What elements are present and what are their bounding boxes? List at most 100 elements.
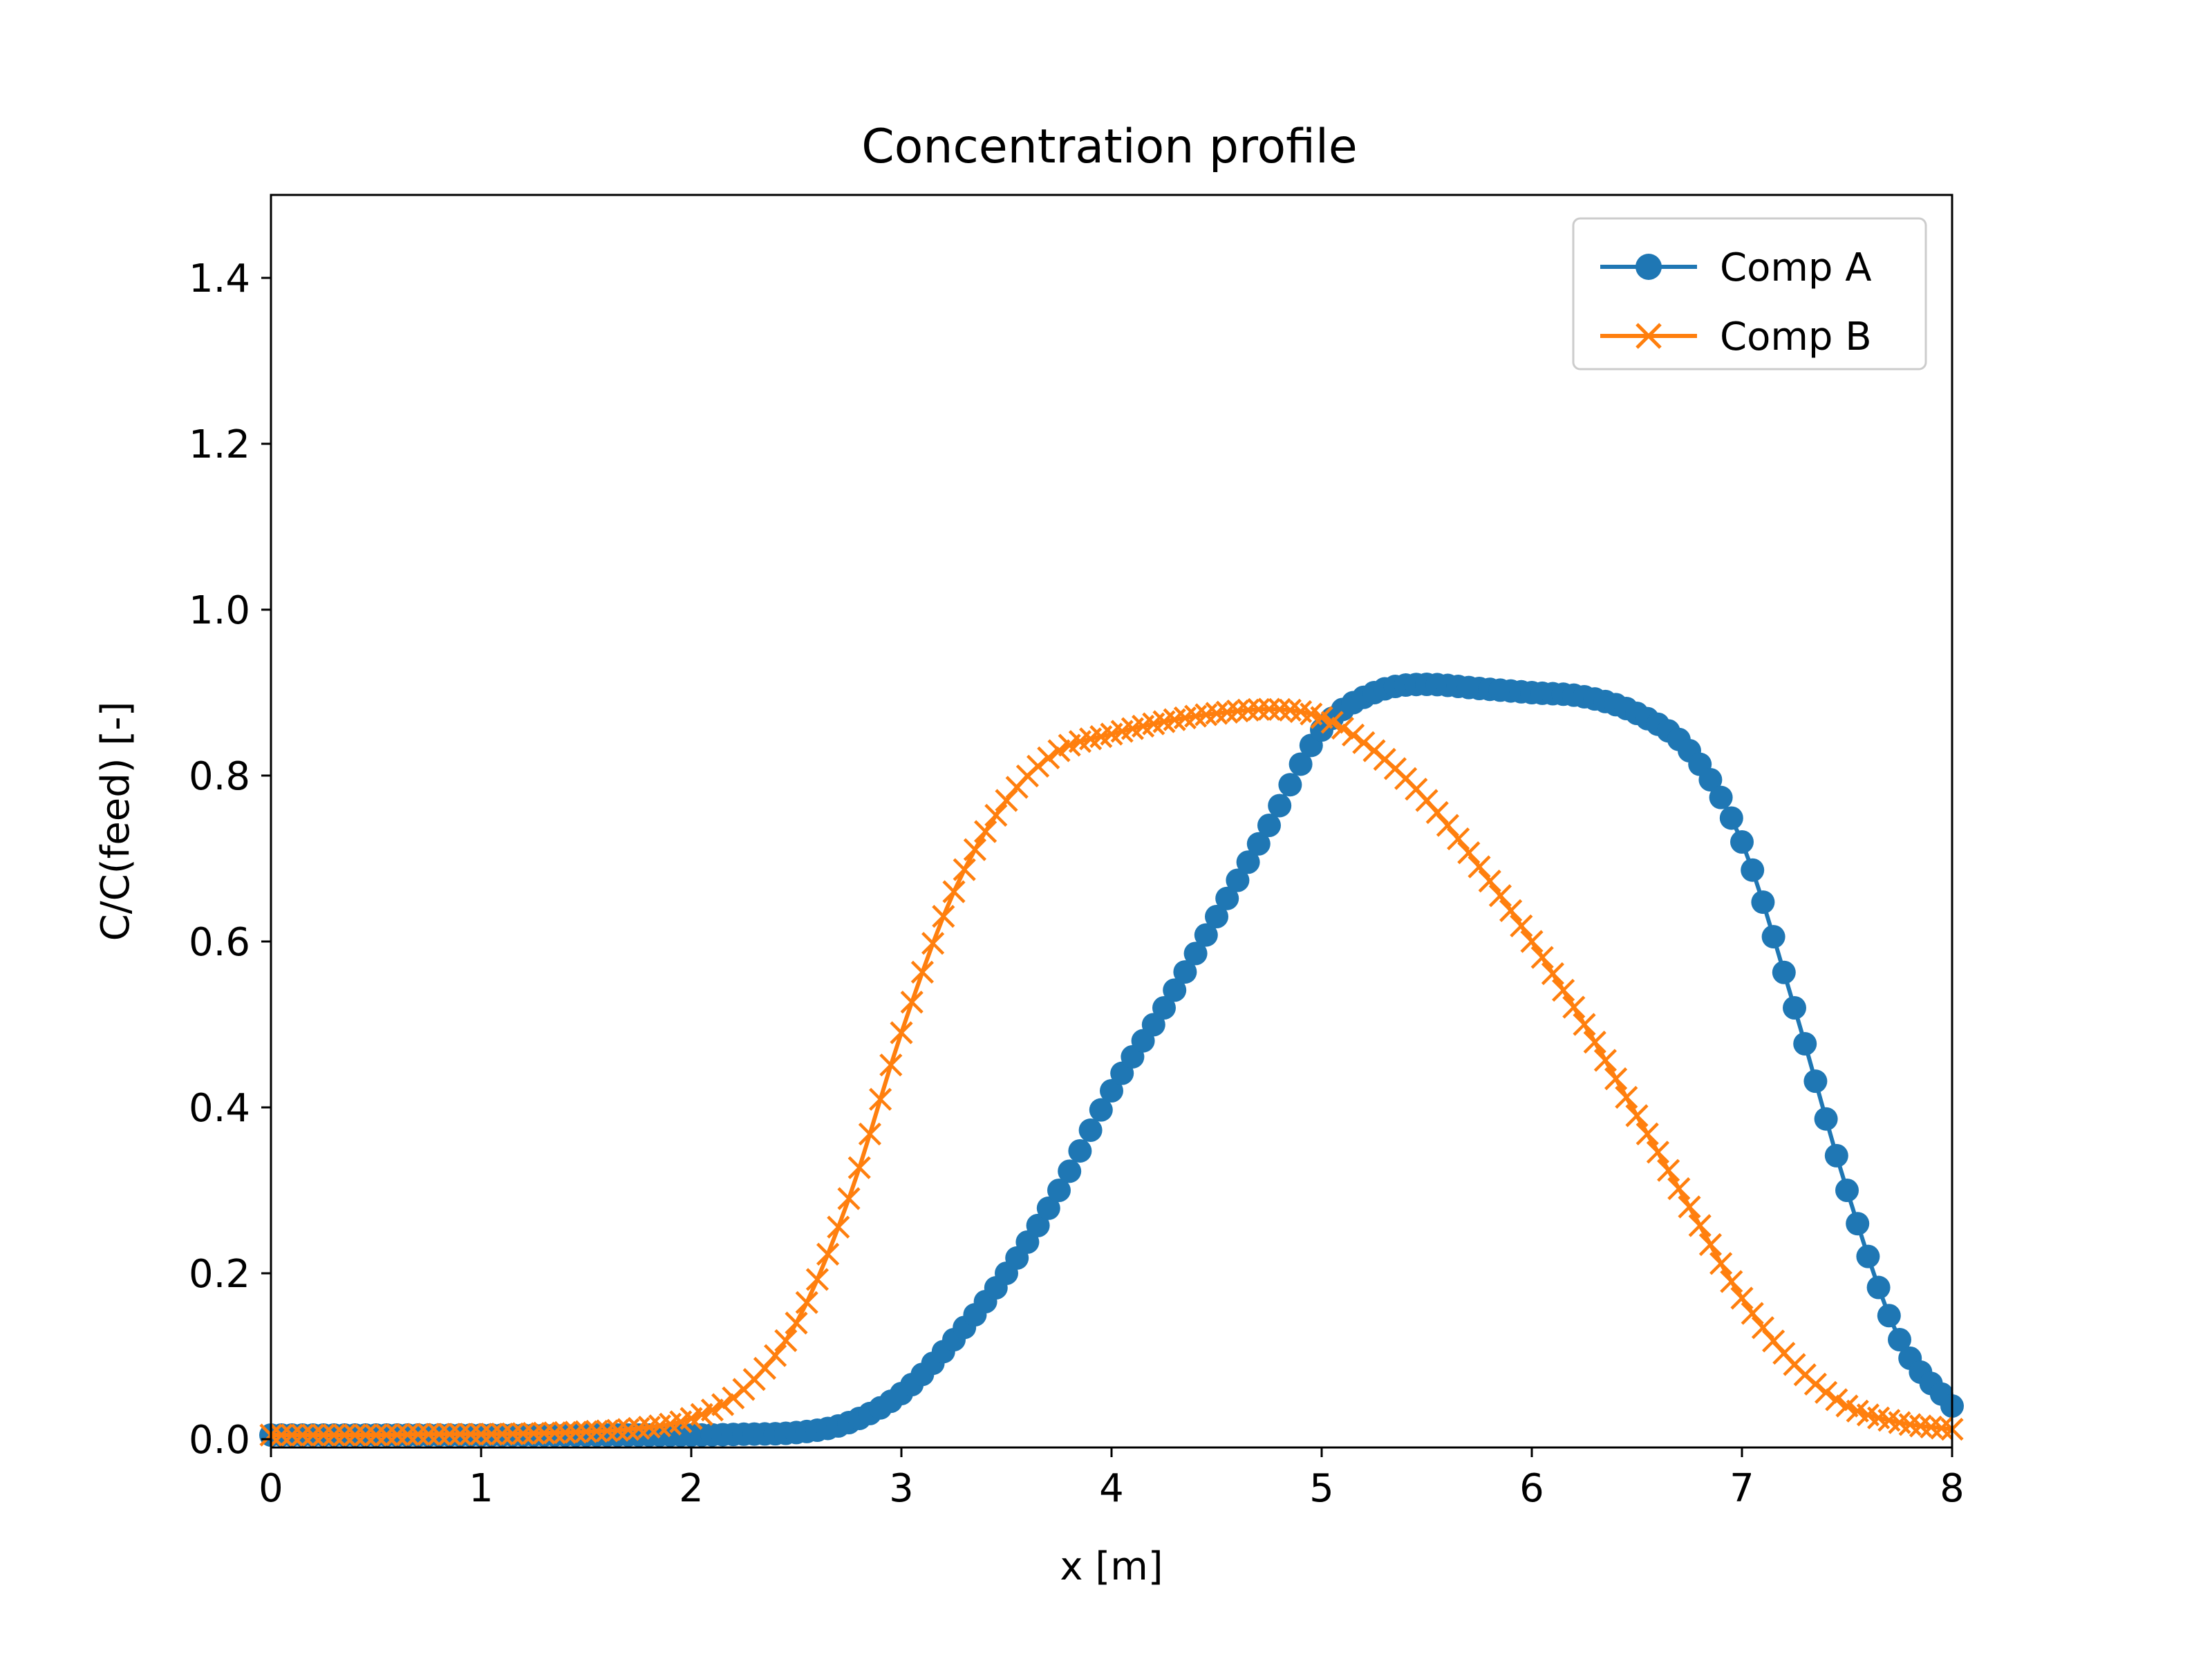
data-point	[795, 1291, 818, 1314]
data-point	[1772, 960, 1796, 984]
data-point	[1331, 716, 1354, 740]
data-point	[449, 1423, 472, 1446]
data-point	[322, 1423, 346, 1447]
data-point	[932, 905, 955, 928]
data-point	[375, 1423, 398, 1447]
data-point	[1856, 1244, 1880, 1268]
data-point	[1866, 1275, 1891, 1300]
data-point	[332, 1423, 356, 1447]
x-axis-label: x [m]	[1060, 1544, 1163, 1589]
data-point	[490, 1422, 514, 1446]
x-tick-label: 5	[1309, 1466, 1334, 1511]
data-point	[1257, 697, 1281, 721]
data-point	[774, 1329, 798, 1353]
data-point	[1215, 886, 1239, 910]
data-point	[1278, 773, 1302, 797]
data-point	[459, 1423, 482, 1446]
data-point	[1320, 711, 1344, 734]
data-point	[1846, 1212, 1870, 1236]
data-point	[1447, 827, 1470, 851]
data-point	[1499, 899, 1523, 922]
data-point	[827, 1215, 850, 1239]
data-point	[1625, 1104, 1649, 1127]
data-point	[1815, 1380, 1838, 1404]
y-tick-label: 1.0	[189, 588, 250, 633]
y-tick-label: 0.0	[189, 1418, 250, 1463]
data-point	[1920, 1415, 1943, 1439]
data-point	[1058, 1159, 1082, 1183]
x-tick-label: 6	[1519, 1466, 1544, 1511]
data-point	[1719, 806, 1743, 830]
data-point	[816, 1242, 840, 1266]
data-point	[1888, 1328, 1911, 1351]
legend-box	[1572, 217, 1927, 371]
data-point	[1173, 960, 1197, 984]
data-point	[1552, 978, 1575, 1002]
data-point	[711, 1393, 735, 1416]
data-point	[847, 1156, 871, 1179]
y-tick-label: 0.2	[189, 1252, 250, 1297]
x-tick-label: 7	[1730, 1466, 1754, 1511]
data-point	[1026, 1213, 1050, 1237]
data-point	[1814, 1107, 1838, 1131]
data-point	[1520, 930, 1544, 953]
data-point	[554, 1421, 577, 1444]
data-point	[1078, 1118, 1103, 1143]
series-layer	[259, 673, 1964, 1447]
data-point	[1709, 785, 1733, 809]
data-point	[1236, 850, 1260, 874]
data-point	[900, 991, 924, 1014]
data-point	[1226, 699, 1249, 723]
data-point	[1635, 1122, 1659, 1145]
series-comp-b	[259, 697, 1964, 1447]
y-tick-label: 0.6	[189, 920, 250, 965]
data-point	[1183, 941, 1208, 966]
data-point	[438, 1423, 461, 1446]
data-point	[1488, 884, 1512, 908]
x-tick-label: 2	[679, 1466, 704, 1511]
data-point	[344, 1423, 367, 1447]
data-point	[1688, 1214, 1712, 1237]
data-point	[1037, 746, 1060, 769]
data-point	[512, 1422, 535, 1445]
data-point	[879, 1053, 903, 1077]
y-tick-label: 1.4	[189, 256, 250, 301]
data-point	[1468, 855, 1491, 879]
legend-label: Comp A	[1720, 245, 1872, 290]
data-point	[1604, 1067, 1628, 1091]
data-point	[1541, 962, 1564, 986]
data-point	[585, 1419, 608, 1443]
data-point	[1730, 830, 1754, 854]
x-tick-label: 1	[469, 1466, 494, 1511]
data-point	[1268, 697, 1291, 721]
data-point	[1562, 995, 1586, 1019]
data-point	[417, 1423, 440, 1446]
data-point	[427, 1423, 451, 1446]
data-point	[1436, 814, 1459, 837]
data-point	[963, 838, 986, 861]
data-point	[385, 1423, 409, 1447]
data-point	[974, 820, 997, 843]
data-point	[1720, 1270, 1743, 1293]
data-point	[1678, 1195, 1701, 1219]
data-point	[1257, 814, 1281, 837]
data-point	[995, 789, 1018, 812]
data-point	[1288, 752, 1313, 776]
data-point	[396, 1423, 420, 1446]
y-tick-label: 0.8	[189, 754, 250, 799]
data-point	[764, 1344, 787, 1367]
data-point	[301, 1423, 325, 1447]
data-point	[1741, 858, 1765, 882]
data-point	[1342, 723, 1365, 747]
legend-marker	[1635, 323, 1662, 349]
data-point	[1698, 1232, 1722, 1257]
data-point	[1877, 1304, 1901, 1328]
data-point	[270, 1423, 293, 1447]
legend: Comp A Comp B	[1572, 217, 1927, 371]
data-point	[1824, 1143, 1848, 1168]
data-point	[1646, 1141, 1669, 1164]
y-tick-label: 0.4	[189, 1086, 250, 1131]
data-point	[1530, 946, 1554, 969]
data-point	[1226, 868, 1250, 892]
